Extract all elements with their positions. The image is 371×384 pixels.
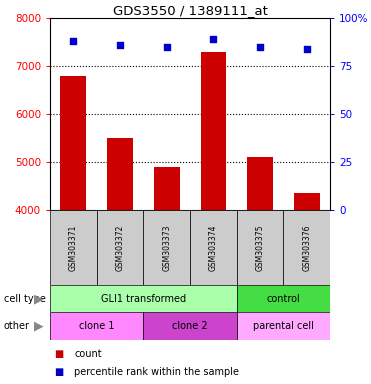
Text: GSM303374: GSM303374 <box>209 224 218 271</box>
Bar <box>247 157 273 210</box>
Text: GSM303376: GSM303376 <box>302 224 311 271</box>
Bar <box>60 76 86 210</box>
Bar <box>50 312 143 340</box>
Text: ▶: ▶ <box>34 292 44 305</box>
Bar <box>294 193 319 210</box>
Bar <box>283 210 330 285</box>
Point <box>164 44 170 50</box>
Bar <box>143 210 190 285</box>
Bar <box>143 312 237 340</box>
Title: GDS3550 / 1389111_at: GDS3550 / 1389111_at <box>112 4 267 17</box>
Text: GLI1 transformed: GLI1 transformed <box>101 293 186 303</box>
Bar <box>50 210 97 285</box>
Bar <box>97 210 143 285</box>
Bar <box>237 285 330 312</box>
Point <box>117 42 123 48</box>
Point <box>304 46 310 52</box>
Bar <box>190 210 237 285</box>
Text: control: control <box>266 293 300 303</box>
Text: GSM303372: GSM303372 <box>115 224 125 271</box>
Bar <box>237 210 283 285</box>
Text: clone 1: clone 1 <box>79 321 114 331</box>
Text: ■: ■ <box>54 349 63 359</box>
Text: ▶: ▶ <box>34 319 44 333</box>
Text: clone 2: clone 2 <box>172 321 208 331</box>
Text: GSM303371: GSM303371 <box>69 224 78 271</box>
Bar <box>107 138 133 210</box>
Text: cell type: cell type <box>4 293 46 303</box>
Bar <box>154 167 180 210</box>
Bar <box>200 51 226 210</box>
Point <box>210 36 216 42</box>
Bar <box>237 312 330 340</box>
Text: other: other <box>4 321 30 331</box>
Text: percentile rank within the sample: percentile rank within the sample <box>74 367 239 377</box>
Point <box>70 38 76 44</box>
Bar <box>50 285 237 312</box>
Text: GSM303373: GSM303373 <box>162 224 171 271</box>
Text: count: count <box>74 349 102 359</box>
Text: ■: ■ <box>54 367 63 377</box>
Point <box>257 44 263 50</box>
Text: GSM303375: GSM303375 <box>256 224 265 271</box>
Text: parental cell: parental cell <box>253 321 314 331</box>
